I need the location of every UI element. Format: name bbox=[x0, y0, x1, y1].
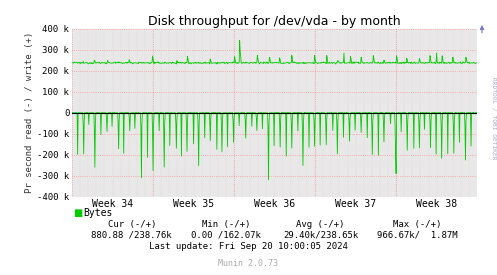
Text: RRDTOOL / TOBI OETIKER: RRDTOOL / TOBI OETIKER bbox=[491, 77, 496, 160]
Text: Cur (-/+): Cur (-/+) bbox=[107, 220, 156, 229]
Text: Last update: Fri Sep 20 10:00:05 2024: Last update: Fri Sep 20 10:00:05 2024 bbox=[149, 242, 348, 251]
Y-axis label: Pr second read (-) / write (+): Pr second read (-) / write (+) bbox=[25, 32, 34, 193]
Text: ■: ■ bbox=[74, 208, 83, 218]
Text: Min (-/+): Min (-/+) bbox=[202, 220, 250, 229]
Text: 0.00 /162.07k: 0.00 /162.07k bbox=[191, 231, 261, 240]
Text: Bytes: Bytes bbox=[83, 208, 113, 218]
Text: Max (-/+): Max (-/+) bbox=[393, 220, 442, 229]
Text: 966.67k/  1.87M: 966.67k/ 1.87M bbox=[377, 231, 458, 240]
Text: Munin 2.0.73: Munin 2.0.73 bbox=[219, 260, 278, 268]
Text: 29.40k/238.65k: 29.40k/238.65k bbox=[283, 231, 358, 240]
Text: 880.88 /238.76k: 880.88 /238.76k bbox=[91, 231, 172, 240]
Text: Avg (-/+): Avg (-/+) bbox=[296, 220, 345, 229]
Title: Disk throughput for /dev/vda - by month: Disk throughput for /dev/vda - by month bbox=[148, 15, 401, 28]
